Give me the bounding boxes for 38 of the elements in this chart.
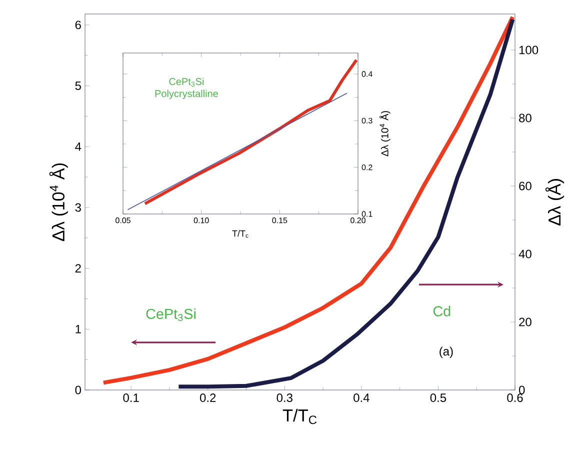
annotation: CePt$_{3}$Si <box>146 308 196 322</box>
x-axis-title: T/T$_{C}$ <box>282 408 317 424</box>
y2-tick-label: 40 <box>518 250 532 258</box>
x-tick-label: 0.3 <box>276 394 292 402</box>
x-tick-label: 0.1 <box>123 394 139 402</box>
y-tick-label: 2 <box>75 264 81 272</box>
x-axis-title: T/T$_{c}$ <box>232 230 248 238</box>
y-tick-label: 0.4 <box>362 71 372 77</box>
x-tick-label: 0.10 <box>194 218 209 224</box>
y2-tick-label: 60 <box>519 182 532 190</box>
line-series <box>101 15 515 385</box>
y-tick-label: 0.3 <box>362 118 372 124</box>
y2-tick-label: 80 <box>519 114 532 122</box>
y2-tick-label: 20 <box>519 318 532 326</box>
y-tick-label: 3 <box>75 203 81 212</box>
line-series <box>143 58 358 206</box>
y2-axis-title: Δλ (Å) <box>545 179 564 226</box>
annotation: CePt$_{3}$Si <box>169 78 204 87</box>
x-tick-label: 0.20 <box>350 218 366 224</box>
annotation: Polycrystalline <box>155 90 218 100</box>
x-tick-label: 0.5 <box>430 394 446 402</box>
y-tick-label: 6 <box>75 20 81 30</box>
y2-tick-label: 100 <box>519 46 538 54</box>
y-tick-label: 0.2 <box>362 164 372 170</box>
y2-tick-label: 0 <box>519 386 525 394</box>
y-tick-label: 4 <box>75 142 82 151</box>
y-tick-label: 1 <box>76 325 81 334</box>
x-tick-label: 0.2 <box>200 394 216 402</box>
annotation: Cd <box>433 306 450 316</box>
y-axis-title: Δλ (10$^{4}$ Å) <box>380 111 390 156</box>
y-axis-title: Δλ (10$^{4}$ Å) <box>49 163 68 242</box>
annotation: (a) <box>440 346 453 358</box>
y-tick-label: 0 <box>75 386 82 394</box>
y-tick-label: 5 <box>75 82 81 90</box>
x-tick-label: 0.6 <box>507 394 523 402</box>
x-tick-label: 0.15 <box>272 218 288 224</box>
y-tick-label: 0.1 <box>362 211 372 217</box>
x-tick-label: 0.05 <box>116 218 130 224</box>
